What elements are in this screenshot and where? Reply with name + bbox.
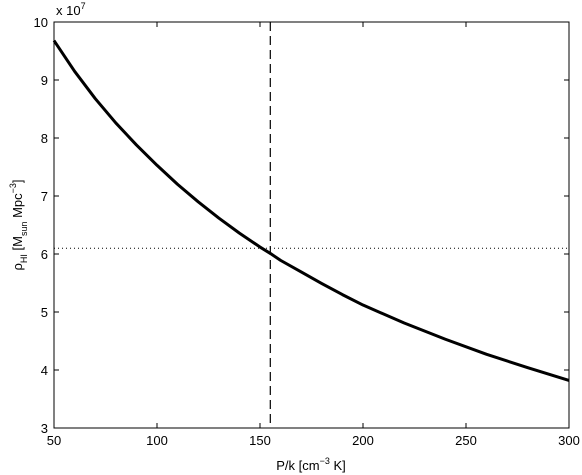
plot-frame <box>53 21 570 429</box>
y-tick-label: 10 <box>34 15 48 30</box>
series-layer <box>52 39 570 382</box>
series-line <box>52 39 570 382</box>
y-tick-label: 4 <box>41 363 48 378</box>
y-multiplier: x 107 <box>56 1 86 18</box>
x-tick-label: 100 <box>146 433 168 448</box>
y-multiplier-exp: 7 <box>81 1 86 11</box>
x-tick-label: 250 <box>455 433 477 448</box>
plot-area <box>54 22 569 428</box>
ticks <box>53 21 570 429</box>
y-tick-label: 8 <box>41 131 48 146</box>
x-tick-label: 200 <box>352 433 374 448</box>
y-tick-label: 7 <box>41 189 48 204</box>
x-tick-label: 150 <box>249 433 271 448</box>
reference-lines <box>54 22 569 428</box>
y-tick-label: 5 <box>41 305 48 320</box>
y-tick-label: 3 <box>41 421 48 436</box>
y-axis-label: ρHI [Msun Mpc−3] <box>8 179 29 270</box>
y-tick-label: 9 <box>41 73 48 88</box>
x-tick-label: 50 <box>47 433 61 448</box>
x-tick-label: 300 <box>558 433 580 448</box>
tick-labels: 50 100 150 200 250 300 3 4 5 6 7 8 9 10 <box>34 15 580 448</box>
y-tick-label: 6 <box>41 247 48 262</box>
x-axis-label: P/k [cm−3 K] <box>276 456 346 473</box>
